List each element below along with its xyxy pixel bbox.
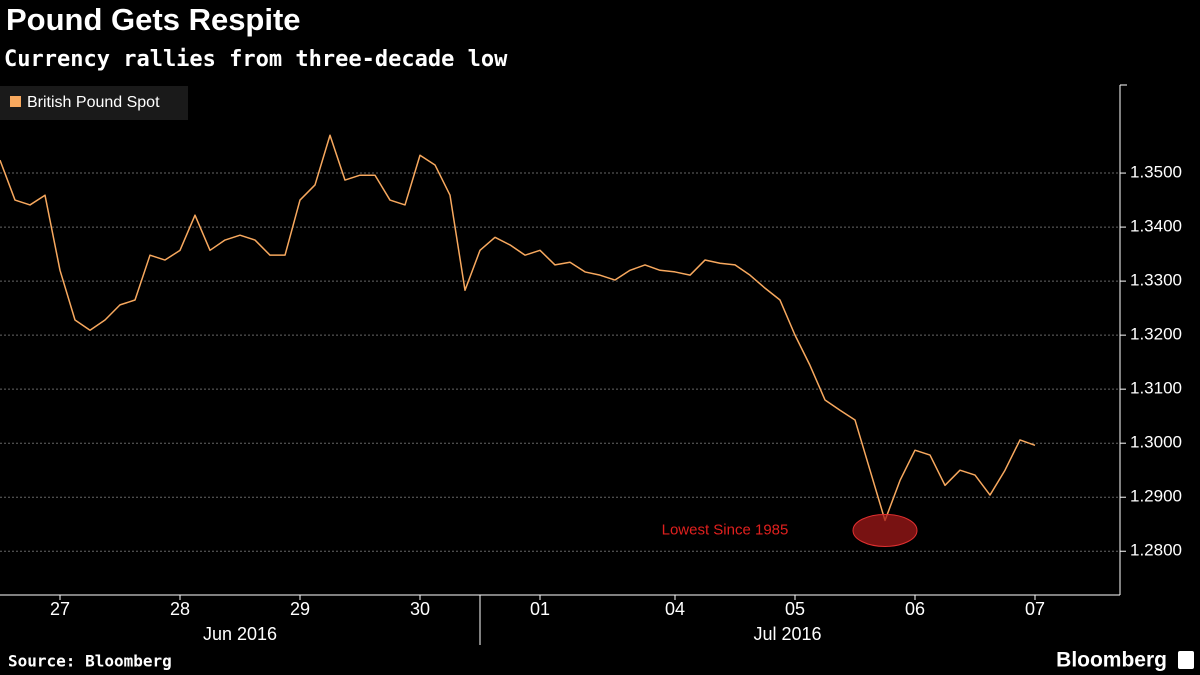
y-tick-label: 1.3100 [1130, 379, 1182, 398]
chart-title: Pound Gets Respite [6, 2, 301, 37]
x-tick-label: 01 [530, 599, 550, 619]
y-tick-label: 1.3300 [1130, 271, 1182, 290]
y-tick-label: 1.3500 [1130, 163, 1182, 182]
y-tick-label: 1.3000 [1130, 433, 1182, 452]
y-tick-label: 1.2900 [1130, 487, 1182, 506]
brand-icon [1178, 651, 1194, 669]
x-tick-label: 27 [50, 599, 70, 619]
low-marker [852, 513, 918, 547]
series-line [0, 134, 1036, 522]
x-tick-label: 30 [410, 599, 430, 619]
x-group-label: Jun 2016 [203, 624, 277, 644]
brand: Bloomberg [1056, 649, 1167, 672]
x-tick-label: 05 [785, 599, 805, 619]
legend-swatch [10, 96, 21, 107]
x-tick-label: 29 [290, 599, 310, 619]
x-tick-label: 06 [905, 599, 925, 619]
x-tick-label: 04 [665, 599, 685, 619]
chart-subtitle: Currency rallies from three-decade low [4, 47, 508, 72]
y-tick-label: 1.2800 [1130, 541, 1182, 560]
source: Source: Bloomberg [8, 652, 172, 671]
legend-box [0, 86, 188, 120]
x-group-label: Jul 2016 [753, 624, 821, 644]
x-tick-label: 28 [170, 599, 190, 619]
y-tick-label: 1.3200 [1130, 325, 1182, 344]
y-tick-label: 1.3400 [1130, 217, 1182, 236]
legend-label: British Pound Spot [27, 94, 160, 111]
annotation: Lowest Since 1985 [662, 521, 789, 538]
x-tick-label: 07 [1025, 599, 1045, 619]
